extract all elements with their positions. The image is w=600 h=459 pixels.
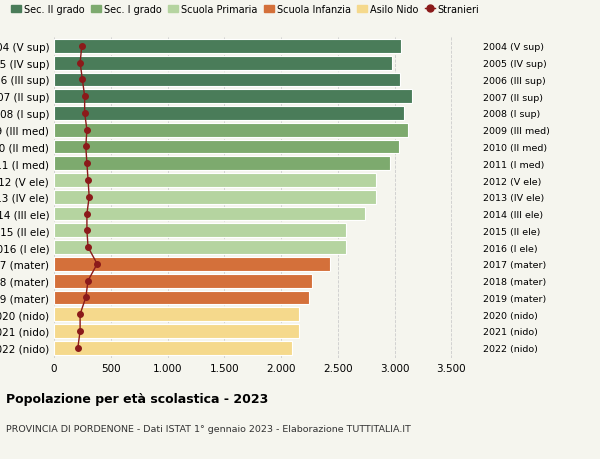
Bar [54,140,399,154]
Bar [54,190,376,204]
Bar [54,73,400,87]
Bar [54,325,299,338]
Bar [54,107,404,121]
Bar [54,241,346,254]
Bar [54,224,346,238]
Bar [54,341,292,355]
Bar [54,207,365,221]
Bar [54,123,408,137]
Bar [54,274,311,288]
Bar [54,40,401,54]
Bar [54,257,330,271]
Bar [54,291,310,305]
Legend: Sec. II grado, Sec. I grado, Scuola Primaria, Scuola Infanzia, Asilo Nido, Stran: Sec. II grado, Sec. I grado, Scuola Prim… [11,5,479,15]
Bar [54,90,412,104]
Bar [54,157,390,171]
Bar [54,308,299,321]
Text: PROVINCIA DI PORDENONE - Dati ISTAT 1° gennaio 2023 - Elaborazione TUTTITALIA.IT: PROVINCIA DI PORDENONE - Dati ISTAT 1° g… [6,425,411,434]
Text: Popolazione per età scolastica - 2023: Popolazione per età scolastica - 2023 [6,392,268,405]
Bar [54,56,392,70]
Bar [54,174,376,187]
